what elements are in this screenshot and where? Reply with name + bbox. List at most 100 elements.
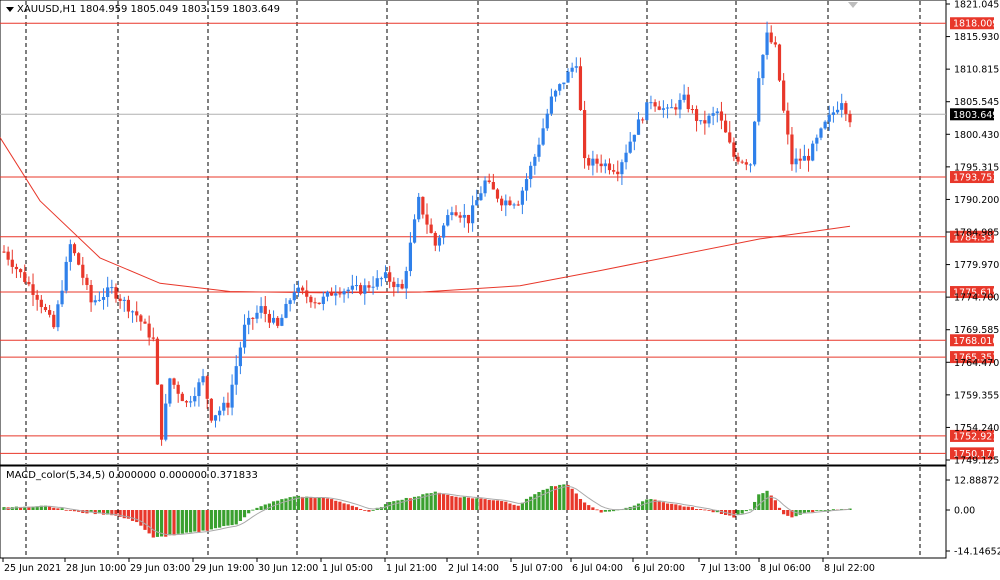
macd-bar xyxy=(317,497,321,510)
candle-body xyxy=(126,299,131,312)
macd-bar xyxy=(475,498,479,510)
candle-body xyxy=(682,94,686,100)
macd-bar xyxy=(159,510,164,537)
candle-body xyxy=(823,121,827,129)
candle-body xyxy=(85,277,89,285)
macd-bar xyxy=(77,510,81,512)
macd-bar xyxy=(603,510,607,512)
macd-bar xyxy=(392,501,396,510)
price-tick-label: 1815.930 xyxy=(954,32,999,43)
time-tick-label: 1 Jul 05:00 xyxy=(322,563,373,574)
macd-bar xyxy=(60,508,64,510)
candle-body xyxy=(276,317,280,326)
candle-body xyxy=(566,71,570,83)
macd-bar xyxy=(641,501,645,510)
candle-body xyxy=(6,251,10,260)
time-tick-label: 6 Jul 04:00 xyxy=(572,563,623,574)
candle-body xyxy=(64,261,68,291)
macd-bar xyxy=(338,501,342,510)
candle-body xyxy=(777,44,782,81)
level-price-tag xyxy=(950,334,994,347)
candle-body xyxy=(429,224,433,233)
candle-body xyxy=(537,144,541,157)
price-tick-label: 1759.355 xyxy=(954,390,999,401)
macd-bar xyxy=(811,510,815,513)
symbol-dropdown-icon[interactable] xyxy=(6,7,14,12)
level-price-label: 1775.615 xyxy=(953,288,998,299)
macd-bar xyxy=(553,486,558,510)
candle-body xyxy=(325,291,330,297)
price-tick-label: 1769.585 xyxy=(954,325,999,336)
macd-bar xyxy=(176,510,180,534)
horizontal-levels[interactable]: 1818.009 1793.753 1784.333 1775.615 1768.010… xyxy=(0,17,998,460)
level-price-label: 1768.010 xyxy=(953,336,998,347)
macd-bar xyxy=(305,496,309,510)
candle-body xyxy=(284,303,288,318)
candle-body xyxy=(43,307,48,311)
candle-body xyxy=(230,384,234,408)
macd-bar xyxy=(404,497,408,510)
macd-bar xyxy=(645,499,649,510)
candle-body xyxy=(732,142,736,157)
macd-bar xyxy=(234,510,238,525)
candle-body xyxy=(18,269,23,273)
candle-body xyxy=(193,396,197,402)
candle-body xyxy=(263,306,267,314)
chart-shift-marker-icon[interactable] xyxy=(848,2,858,8)
macd-bar xyxy=(831,509,836,511)
candle-body xyxy=(831,112,836,115)
macd-bar xyxy=(819,510,823,511)
candle-body xyxy=(736,156,740,162)
time-tick-label: 5 Jul 07:00 xyxy=(512,563,563,574)
candle-body xyxy=(815,137,819,144)
macd-bar xyxy=(359,508,363,510)
candle-body xyxy=(400,283,404,289)
candle-body xyxy=(27,281,31,285)
macd-bar xyxy=(421,494,425,510)
candle-body xyxy=(346,289,350,292)
macd-bar xyxy=(591,507,595,510)
candle-body xyxy=(541,128,545,145)
macd-bar xyxy=(715,510,719,513)
symbol-title: XAUUSD,H1 1804.959 1805.049 1803.159 180… xyxy=(17,4,280,15)
candle-body xyxy=(89,284,93,303)
macd-bar xyxy=(674,504,678,510)
candle-body xyxy=(56,304,60,328)
macd-bar xyxy=(582,502,587,510)
macd-bar xyxy=(529,496,533,510)
time-tick-label: 6 Jul 20:00 xyxy=(634,563,685,574)
macd-bar xyxy=(670,503,674,510)
macd-bar xyxy=(284,498,288,510)
candle-body xyxy=(205,376,209,399)
macd-bar xyxy=(740,510,744,514)
macd-bar xyxy=(276,500,280,510)
candle-body xyxy=(114,287,118,299)
candle-body xyxy=(139,315,143,322)
macd-bar xyxy=(678,505,682,510)
macd-bar xyxy=(769,495,773,510)
macd-bar xyxy=(736,510,740,515)
time-tick-label: 1 Jul 21:00 xyxy=(386,563,437,574)
candle-body xyxy=(773,42,777,45)
level-price-tag xyxy=(950,171,994,184)
candle-body xyxy=(786,110,790,135)
main-pane[interactable] xyxy=(0,0,947,466)
macd-bar xyxy=(126,510,131,519)
macd-bar xyxy=(748,509,753,511)
macd-bar xyxy=(110,510,114,516)
macd-bar xyxy=(321,497,325,510)
current-price-tag xyxy=(950,108,994,121)
macd-bar xyxy=(790,510,794,518)
candle-body xyxy=(267,313,272,323)
macd-bar xyxy=(280,499,284,510)
macd-bar xyxy=(130,510,135,521)
macd-bar xyxy=(487,499,491,510)
macd-bar xyxy=(180,510,184,534)
candle-body xyxy=(649,102,653,104)
candle-body xyxy=(288,300,292,304)
candle-body xyxy=(769,32,773,43)
macd-bar xyxy=(2,507,6,510)
macd-bar xyxy=(205,510,209,531)
